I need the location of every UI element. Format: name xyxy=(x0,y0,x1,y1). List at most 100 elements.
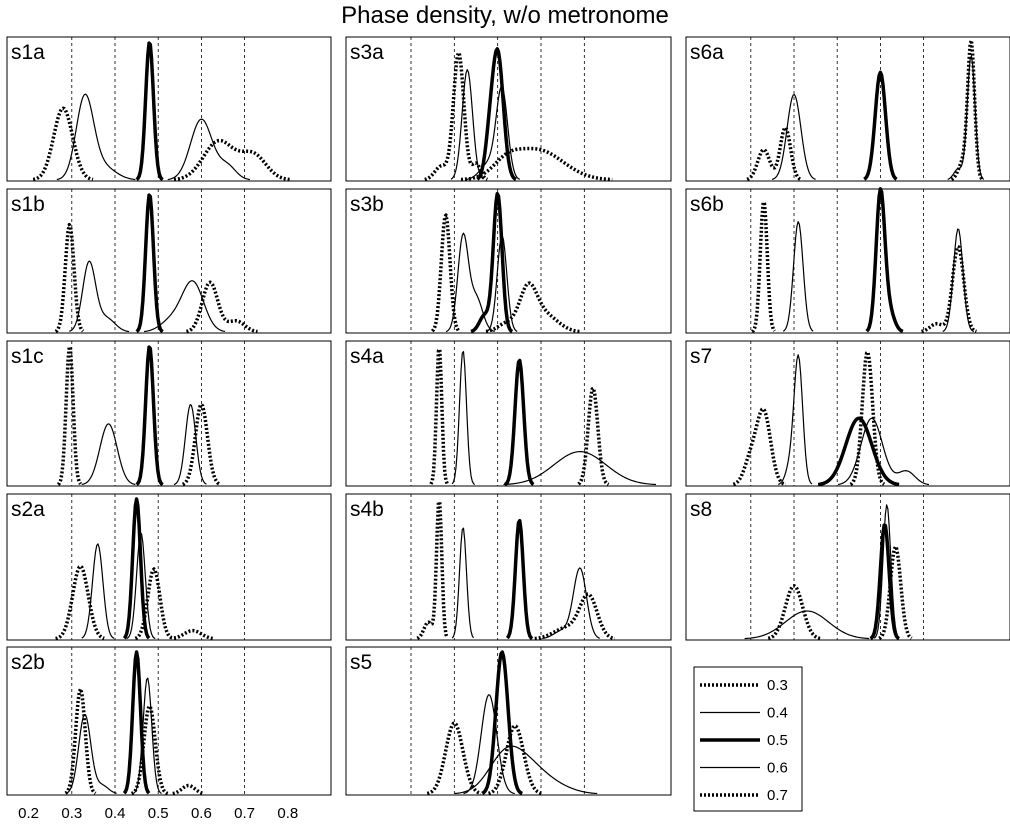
panel-frame xyxy=(6,340,332,487)
density-curve-04 xyxy=(777,354,813,486)
density-curve-07 xyxy=(849,350,886,486)
density-curve-06 xyxy=(873,504,900,639)
density-curve-07 xyxy=(460,146,613,182)
panel-s8: s8 xyxy=(685,493,1010,641)
panel-label: s6a xyxy=(690,41,724,64)
panel-s1c: s1c xyxy=(6,340,332,487)
density-curve-07 xyxy=(134,567,215,641)
density-curve-03 xyxy=(416,500,449,640)
density-curve-04 xyxy=(56,93,136,181)
x-tick-label: 0.2 xyxy=(18,805,39,822)
panel-label: s1c xyxy=(11,345,44,368)
density-curve-04 xyxy=(81,423,136,486)
density-curve-04 xyxy=(782,221,814,332)
density-curve-04 xyxy=(81,543,115,639)
legend-label: 0.3 xyxy=(767,677,788,694)
density-curve-07 xyxy=(534,592,616,641)
density-curve-07 xyxy=(488,724,543,796)
density-curve-06 xyxy=(465,86,521,181)
density-curve-06 xyxy=(503,451,657,486)
panel-label: s3a xyxy=(350,41,384,64)
legend-label: 0.7 xyxy=(767,787,788,804)
density-curve-03 xyxy=(424,50,488,182)
density-curve-07 xyxy=(181,402,221,486)
panel-s5: s5 xyxy=(345,646,672,796)
density-curve-07 xyxy=(173,138,291,182)
panel-label: s3b xyxy=(350,193,384,216)
panel-frame xyxy=(345,493,672,641)
panel-frame xyxy=(685,36,1010,182)
panel-frame xyxy=(6,493,332,641)
panel-label: s2a xyxy=(11,498,45,521)
legend-label: 0.4 xyxy=(767,705,788,722)
panel-label: s4a xyxy=(350,345,384,368)
legend: 0.3 0.4 0.5 0.6 0.7 xyxy=(693,666,803,812)
density-curve-03 xyxy=(32,106,94,182)
panel-s1a: s1a xyxy=(6,36,332,182)
density-curve-05 xyxy=(505,518,534,640)
density-curve-06 xyxy=(837,417,930,486)
density-curve-03 xyxy=(54,222,85,333)
density-curve-04 xyxy=(450,69,484,180)
density-curve-06 xyxy=(454,745,598,795)
panel-s1b: s1b xyxy=(6,188,332,334)
density-curve-04 xyxy=(463,694,515,795)
density-curve-03 xyxy=(429,347,449,485)
density-curve-07 xyxy=(921,244,977,334)
panel-label: s4b xyxy=(350,498,384,521)
panel-label: s6b xyxy=(690,193,724,216)
density-curve-03 xyxy=(64,687,97,795)
panel-frame xyxy=(685,493,1010,641)
density-curve-06 xyxy=(486,234,518,332)
panel-frame xyxy=(345,188,672,334)
panel-label: s2b xyxy=(11,651,45,674)
density-curve-04 xyxy=(445,232,495,333)
panel-label: s1b xyxy=(11,193,45,216)
panel-frame xyxy=(685,188,1010,334)
density-curve-04 xyxy=(451,350,476,486)
panel-s6a: s6a xyxy=(685,36,1010,182)
density-curve-03 xyxy=(426,721,482,796)
x-tick-label: 0.3 xyxy=(61,805,82,822)
density-curve-07 xyxy=(577,386,610,487)
density-curve-03 xyxy=(55,564,105,641)
density-curve-04 xyxy=(65,713,117,795)
density-curve-05 xyxy=(135,345,164,487)
panel-s4a: s4a xyxy=(345,340,672,487)
x-tick-label: 0.4 xyxy=(105,805,126,822)
panel-s6b: s6b xyxy=(685,187,1010,334)
x-tick-label: 0.6 xyxy=(191,805,212,822)
density-curve-05 xyxy=(122,650,151,795)
density-curve-04 xyxy=(69,260,130,333)
density-curve-05 xyxy=(481,650,523,796)
density-curve-05 xyxy=(470,192,514,334)
panel-frame xyxy=(6,36,332,182)
panel-s2a: s2a xyxy=(6,493,332,641)
density-curve-03 xyxy=(751,200,776,333)
figure-title: Phase density, w/o metronome xyxy=(341,2,669,29)
density-curve-05 xyxy=(865,187,904,334)
density-curve-06 xyxy=(173,404,207,486)
panel-s3b: s3b xyxy=(345,188,672,334)
x-tick-label: 0.7 xyxy=(234,805,255,822)
panel-s2b: s2b xyxy=(6,646,332,796)
density-curve-03 xyxy=(767,584,822,641)
panel-s7: s7 xyxy=(685,340,1010,487)
density-curve-06 xyxy=(144,280,226,333)
panel-label: s5 xyxy=(350,651,372,674)
density-curve-07 xyxy=(185,280,258,334)
density-curve-05 xyxy=(135,41,164,182)
panel-label: s1a xyxy=(11,41,45,64)
density-curve-03 xyxy=(430,213,461,333)
panel-label: s8 xyxy=(690,498,712,521)
density-curve-04 xyxy=(744,610,870,640)
density-curve-07 xyxy=(878,544,913,640)
panel-label: s7 xyxy=(690,345,712,368)
density-curve-06 xyxy=(126,532,156,640)
legend-label: 0.5 xyxy=(767,732,788,749)
density-curve-05 xyxy=(817,416,900,487)
density-curve-05 xyxy=(135,193,164,334)
legend-label: 0.6 xyxy=(767,760,788,777)
panel-s3a: s3a xyxy=(345,36,672,182)
